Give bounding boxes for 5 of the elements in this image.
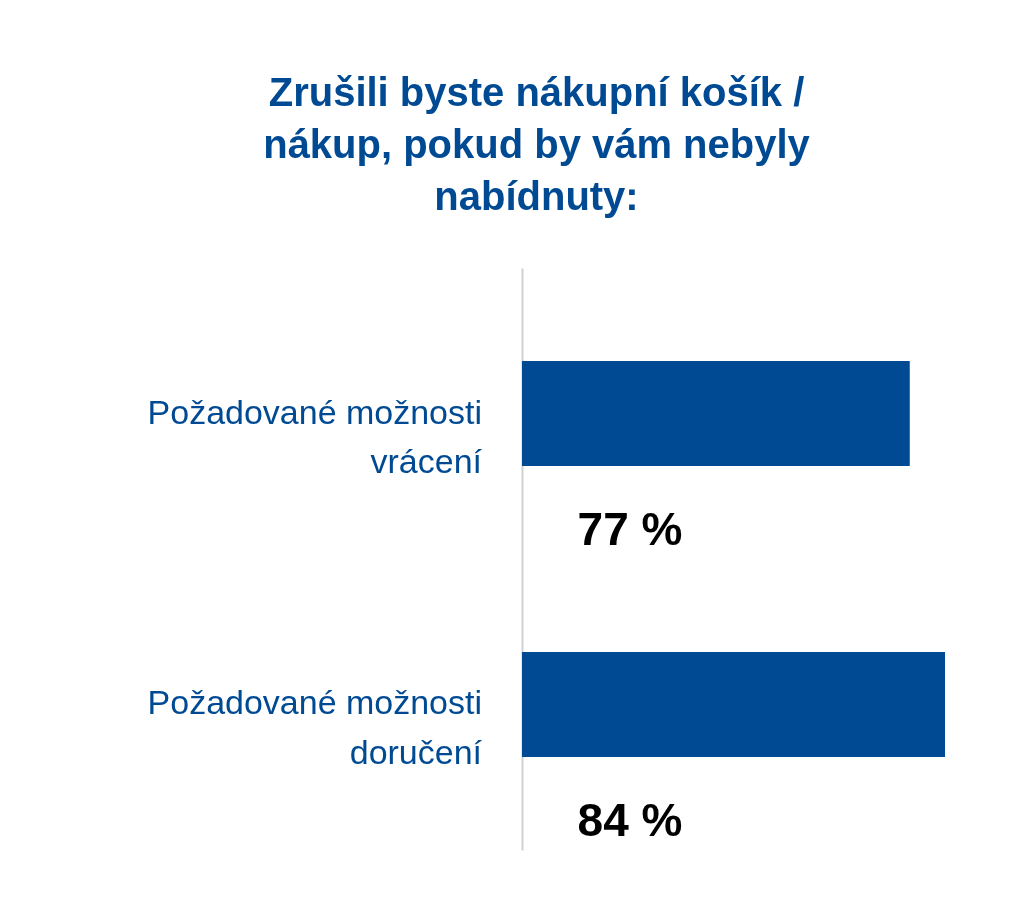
data-label: 84 % [577,794,683,847]
data-label: 77 % [577,503,683,556]
y-tick-label: Požadované možnosti doručení [147,683,483,772]
y-tick-label: Požadované možnosti vrácení [147,392,483,481]
chart-title: Zrušili byste nákupní košík / nákup, pokud by vám nebyly nabídnuty: [263,70,811,218]
